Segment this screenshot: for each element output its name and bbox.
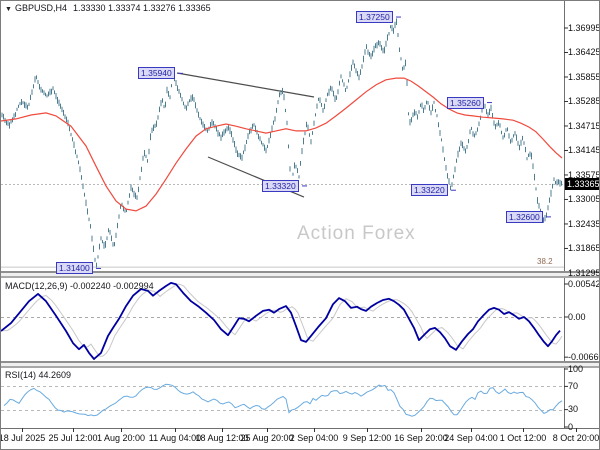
trendline [176,72,315,98]
chart-header: ▼ GBPUSD,H4 1.33330 1.33374 1.33276 1.3336… [5,3,211,13]
time-tick-label: 18 Jul 2025 [0,433,46,443]
rsi-line[interactable] [3,383,563,417]
price-tick-label: 1.35285 [568,96,600,106]
macd-tick-label: 0.005427 [568,278,599,289]
time-tick-label: 18 Aug 12:00 [195,433,249,443]
macd-main-line[interactable] [1,282,561,360]
macd-panel-label: MACD(12,26,9) -0.002240 -0.002994 [5,281,154,291]
macd-title: MACD(12,26,9) [5,281,68,291]
price-tick-label: 1.35855 [568,71,600,82]
ohlc-bars-series[interactable] [1,18,562,268]
time-tick-label: 25 Jul 12:00 [48,433,98,443]
rsi-tick-label: 0 [568,421,574,432]
price-label-object[interactable]: 1.35260 [447,96,484,109]
symbol-dropdown-arrow-icon[interactable]: ▼ [5,6,12,13]
price-label-object[interactable]: 1.33220 [411,184,448,197]
panel-splitter-macd[interactable] [1,271,599,278]
rsi-tick-label: 30 [568,404,579,415]
time-tick-label: 2 Sep 04:00 [289,433,339,443]
price-tick-label: 1.36995 [568,22,600,33]
time-tick-label: 24 Sep 04:00 [444,433,498,443]
time-tick-label: 1 Oct 12:00 [499,433,547,443]
price-tick-label: 1.34715 [568,120,600,131]
macd-tick-label: -0.006603 [568,351,599,362]
price-label-object[interactable]: 1.33320 [262,179,299,192]
rsi-title: RSI(14) [5,370,37,380]
price-tick-label: 1.33575 [568,169,600,180]
time-tick-label: 25 Aug 20:00 [240,433,294,443]
moving-average-line[interactable] [1,77,563,212]
panel-splitter-rsi[interactable] [1,361,599,368]
rsi-value: 44.2609 [38,370,72,380]
price-tick-label: 1.34145 [568,145,600,155]
time-tick-label: 1 Aug 20:00 [96,433,146,443]
time-tick-label: 9 Sep 12:00 [342,433,392,443]
time-tick-label: 16 Sep 20:00 [394,433,448,443]
rsi-tick-label: 70 [568,380,579,391]
price-label-object[interactable]: 1.31400 [56,262,93,275]
price-label-object[interactable]: 1.32600 [506,210,543,223]
symbol-timeframe-label: GBPUSD,H4 [14,3,67,13]
macd-tick-label: 0.00 [568,311,586,322]
macd-signal-value: -0.002994 [113,281,154,291]
watermark: Action Forex [297,223,416,244]
price-tick-label: 1.31295 [568,267,600,278]
price-tick-label: 1.36425 [568,47,600,57]
macd-main-value: -0.002240 [70,281,111,291]
macd-signal-line[interactable] [1,283,563,358]
fib-382-label[interactable]: 38.2 [537,257,553,266]
price-tick-label: 1.31865 [568,243,600,253]
current-price-tag: 1.33365 [565,178,599,190]
time-tick-label: 8 Oct 20:00 [552,433,600,443]
rsi-tick-label: 100 [568,363,584,374]
ohlc-readout: 1.33330 1.33374 1.33276 1.33365 [72,3,211,13]
rsi-panel-label: RSI(14) 44.2609 [5,370,71,380]
price-label-object[interactable]: 1.37250 [356,11,393,23]
price-tick-label: 1.33005 [568,194,600,204]
price-tick-label: 1.32435 [568,218,600,229]
price-label-object[interactable]: 1.35940 [138,67,175,80]
time-tick-label: 11 Aug 04:00 [148,433,202,443]
